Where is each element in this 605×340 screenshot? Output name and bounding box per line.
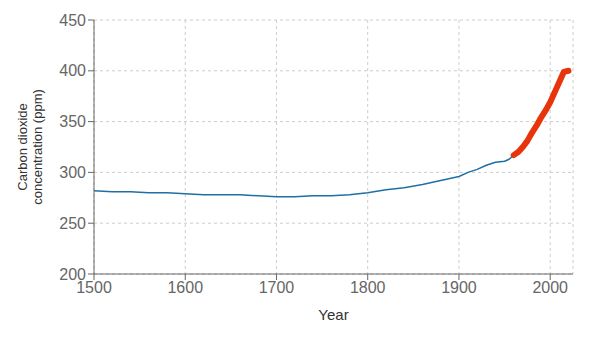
svg-text:1700: 1700 (259, 279, 295, 296)
svg-text:Year: Year (318, 306, 348, 323)
svg-text:450: 450 (59, 12, 86, 29)
svg-text:200: 200 (59, 266, 86, 283)
svg-text:400: 400 (59, 62, 86, 79)
svg-text:350: 350 (59, 113, 86, 130)
svg-text:1500: 1500 (76, 279, 112, 297)
svg-text:300: 300 (59, 164, 86, 181)
svg-text:1600: 1600 (167, 279, 203, 296)
svg-text:2000: 2000 (532, 279, 568, 296)
svg-text:1900: 1900 (441, 279, 477, 296)
svg-text:250: 250 (59, 215, 86, 232)
svg-text:1800: 1800 (350, 279, 386, 296)
svg-text:Carbon dioxideconcentration (p: Carbon dioxideconcentration (ppm) (15, 89, 46, 205)
